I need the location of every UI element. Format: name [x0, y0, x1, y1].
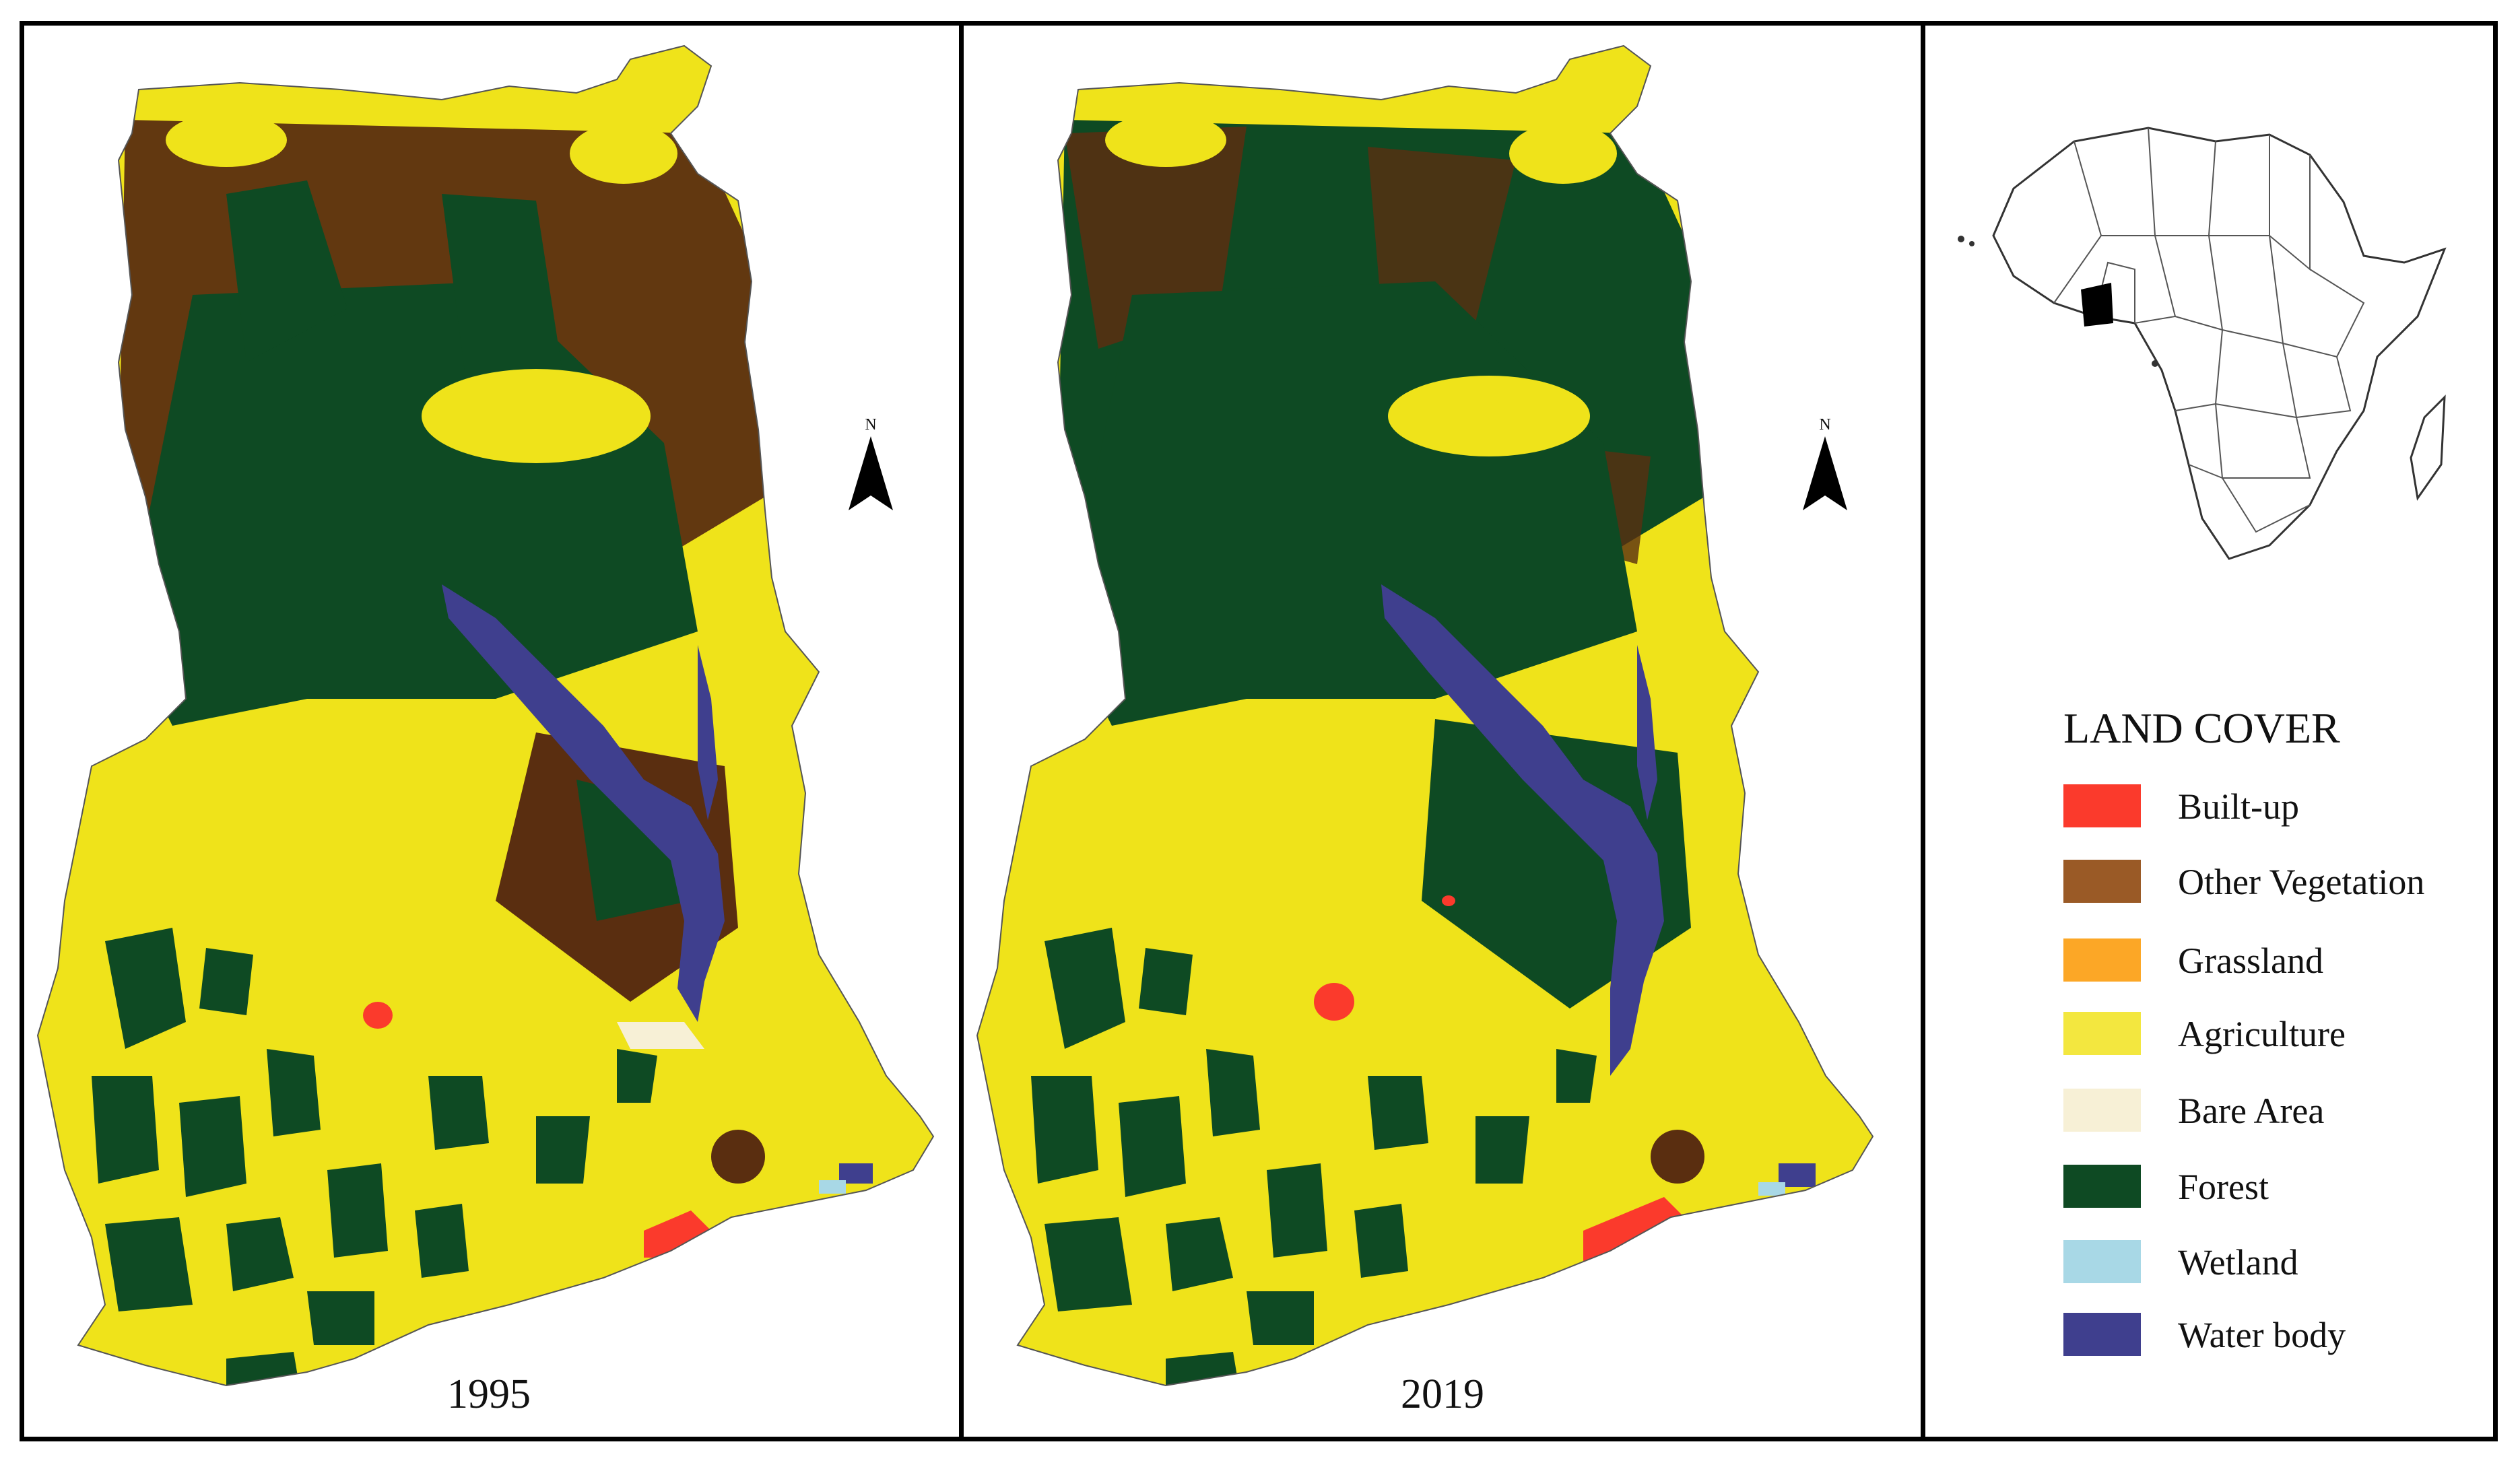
legend-label: Wetland [2178, 1242, 2298, 1283]
africa-inset [1933, 101, 2472, 586]
north-arrow-2019: N [1801, 416, 1849, 510]
land-cover-map-2019 [976, 45, 1874, 1386]
legend-label: Bare Area [2178, 1091, 2325, 1131]
legend-swatch [2063, 1165, 2141, 1208]
panel-divider-1 [959, 21, 964, 1441]
legend-swatch [2063, 1240, 2141, 1283]
map-year-label-2019: 2019 [1401, 1371, 1484, 1417]
legend-label: Grassland [2178, 941, 2323, 981]
north-arrow-icon [1803, 436, 1847, 510]
legend-swatch [2063, 1012, 2141, 1055]
map-panel-1995: 1995 N [24, 26, 959, 1437]
legend-label: Other Vegetation [2178, 862, 2425, 902]
north-letter: N [865, 416, 877, 434]
figure-frame [20, 21, 2498, 1441]
legend-swatch [2063, 860, 2141, 903]
panel-divider-2 [1921, 21, 1925, 1441]
north-arrow-icon [849, 436, 893, 510]
legend-swatch [2063, 784, 2141, 827]
map-panel-2019: 2019 N [964, 26, 1921, 1437]
map-year-label-1995: 1995 [447, 1371, 531, 1417]
land-cover-map-1995 [37, 45, 934, 1386]
legend-swatch [2063, 1313, 2141, 1356]
legend-label: Built-up [2178, 786, 2300, 827]
africa-locator-icon [1958, 127, 2447, 560]
legend-label: Water body [2178, 1315, 2346, 1355]
north-letter: N [1819, 416, 1831, 434]
legend-swatch [2063, 938, 2141, 982]
legend-label: Forest [2178, 1167, 2269, 1207]
legend-title: LAND COVER [2063, 704, 2340, 752]
legend-label: Agriculture [2178, 1014, 2346, 1054]
north-arrow-1995: N [847, 416, 894, 510]
legend-swatch [2063, 1089, 2141, 1132]
